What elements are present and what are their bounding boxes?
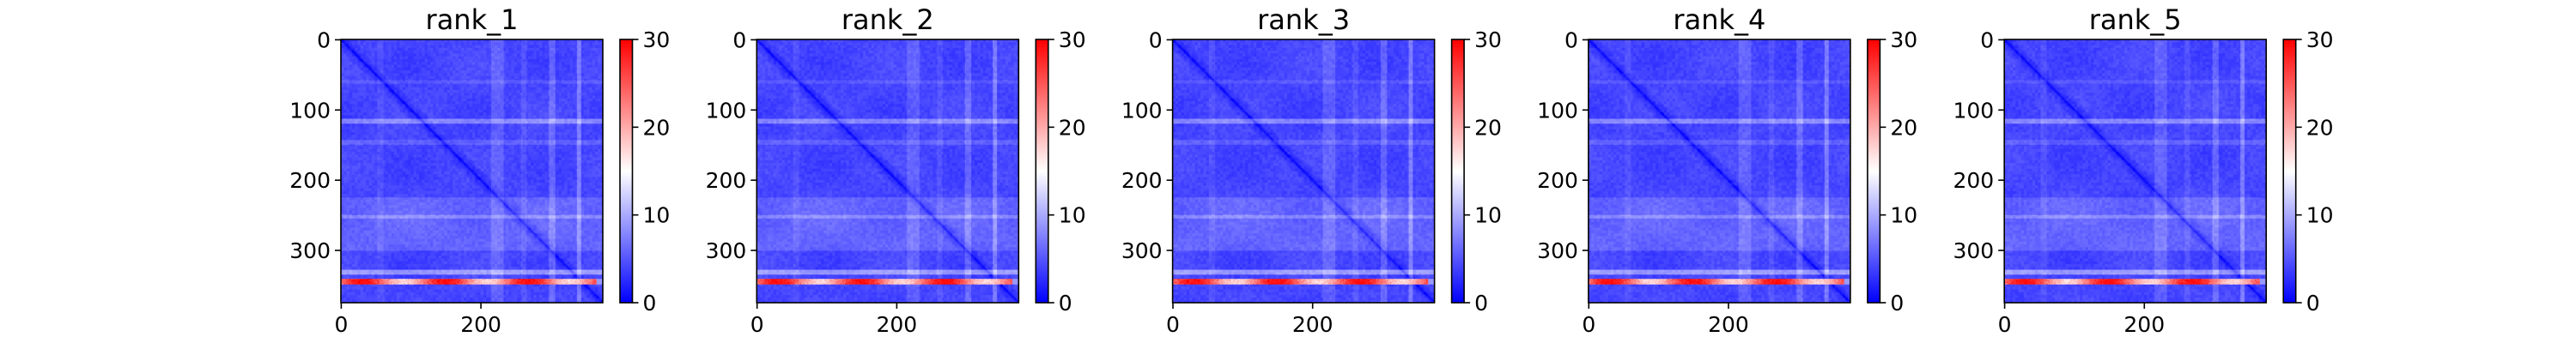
chart-title: rank_2 <box>841 3 934 36</box>
axes-frame <box>756 39 1020 304</box>
colorbar-tick-label: 30 <box>2306 27 2334 52</box>
colorbar-tick-label: 0 <box>1474 291 1488 316</box>
y-tick-label: 100 <box>289 98 331 123</box>
y-tick-label: 300 <box>706 238 747 263</box>
axes-frame <box>1171 39 1436 304</box>
y-tick-label: 200 <box>1121 168 1163 193</box>
heatmap-panel-5: rank_5 0 200 0 100 200 300 0 10 20 30 <box>1953 3 2333 337</box>
colorbar-frame <box>1450 39 1465 304</box>
axes-frame <box>1588 39 1851 304</box>
colorbar-tick-label: 20 <box>1474 115 1502 140</box>
y-tick-label: 100 <box>706 98 747 123</box>
colorbar-tick-label: 10 <box>1474 203 1502 228</box>
chart-title: rank_4 <box>1673 3 1765 36</box>
chart-title: rank_1 <box>426 3 519 36</box>
y-tick-label: 0 <box>1149 27 1163 52</box>
heatmap-image <box>1172 39 1435 303</box>
heatmap-image <box>341 39 603 303</box>
x-tick-label: 200 <box>2123 312 2165 337</box>
y-tick-label: 200 <box>1953 168 1994 193</box>
y-tick-label: 0 <box>1980 27 1994 52</box>
y-tick-label: 300 <box>1537 238 1578 263</box>
y-tick-label: 0 <box>1564 27 1578 52</box>
colorbar <box>2283 39 2296 303</box>
y-tick-label: 100 <box>1537 98 1578 123</box>
axes-frame <box>2003 39 2267 304</box>
heatmap-image <box>756 39 1019 303</box>
colorbar-tick-label: 20 <box>2306 115 2334 140</box>
x-tick-label: 0 <box>1998 312 2012 337</box>
colorbar <box>1867 39 1880 303</box>
y-tick-label: 200 <box>289 168 331 193</box>
colorbar <box>1036 39 1048 303</box>
axes-frame <box>340 39 604 304</box>
colorbar-tick-label: 30 <box>1890 27 1917 52</box>
colorbar-tick-label: 20 <box>1059 115 1086 140</box>
x-tick-label: 200 <box>1708 312 1749 337</box>
colorbar-frame <box>1035 39 1049 304</box>
colorbar-tick-label: 0 <box>643 291 657 316</box>
colorbar-tick-label: 10 <box>1890 203 1917 228</box>
colorbar <box>620 39 633 303</box>
colorbar-tick-label: 20 <box>1890 115 1917 140</box>
heatmap-panel-3: rank_3 0 200 0 100 200 300 0 10 20 30 <box>1121 3 1502 337</box>
heatmap-image <box>2004 39 2267 303</box>
colorbar-tick-label: 10 <box>1059 203 1086 228</box>
heatmap-panel-4: rank_4 0 200 0 100 200 300 0 10 20 30 <box>1537 3 1917 337</box>
colorbar-frame <box>2282 39 2297 304</box>
y-tick-label: 200 <box>1537 168 1578 193</box>
colorbar-tick-label: 10 <box>2306 203 2334 228</box>
y-tick-label: 0 <box>317 27 331 52</box>
heatmap-image <box>1588 39 1850 303</box>
colorbar-tick-label: 0 <box>1890 291 1904 316</box>
colorbar-frame <box>1867 39 1881 304</box>
y-tick-label: 300 <box>1953 238 1994 263</box>
heatmap-panel-1: rank_1 0 200 0 100 200 300 0 10 20 30 <box>289 3 670 337</box>
x-tick-label: 0 <box>334 312 348 337</box>
colorbar <box>1451 39 1465 303</box>
colorbar-frame <box>619 39 634 304</box>
x-tick-label: 0 <box>750 312 764 337</box>
y-tick-label: 200 <box>706 168 747 193</box>
heatmap-panel-2: rank_2 0 200 0 100 200 300 0 10 20 30 <box>706 3 1086 337</box>
chart-title: rank_3 <box>1257 3 1350 36</box>
y-tick-label: 300 <box>1121 238 1163 263</box>
x-tick-label: 0 <box>1166 312 1180 337</box>
x-tick-label: 200 <box>460 312 501 337</box>
colorbar-tick-label: 30 <box>643 27 671 52</box>
x-tick-label: 200 <box>1292 312 1334 337</box>
y-tick-label: 100 <box>1953 98 1994 123</box>
colorbar-tick-label: 30 <box>1474 27 1502 52</box>
x-tick-label: 200 <box>877 312 918 337</box>
y-tick-label: 300 <box>289 238 331 263</box>
y-tick-label: 0 <box>732 27 746 52</box>
colorbar-tick-label: 10 <box>643 203 671 228</box>
y-tick-label: 100 <box>1121 98 1163 123</box>
chart-title: rank_5 <box>2089 3 2182 36</box>
colorbar-tick-label: 20 <box>643 115 671 140</box>
x-tick-label: 0 <box>1582 312 1595 337</box>
colorbar-tick-label: 0 <box>1059 291 1072 316</box>
colorbar-tick-label: 30 <box>1059 27 1086 52</box>
colorbar-tick-label: 0 <box>2306 291 2320 316</box>
